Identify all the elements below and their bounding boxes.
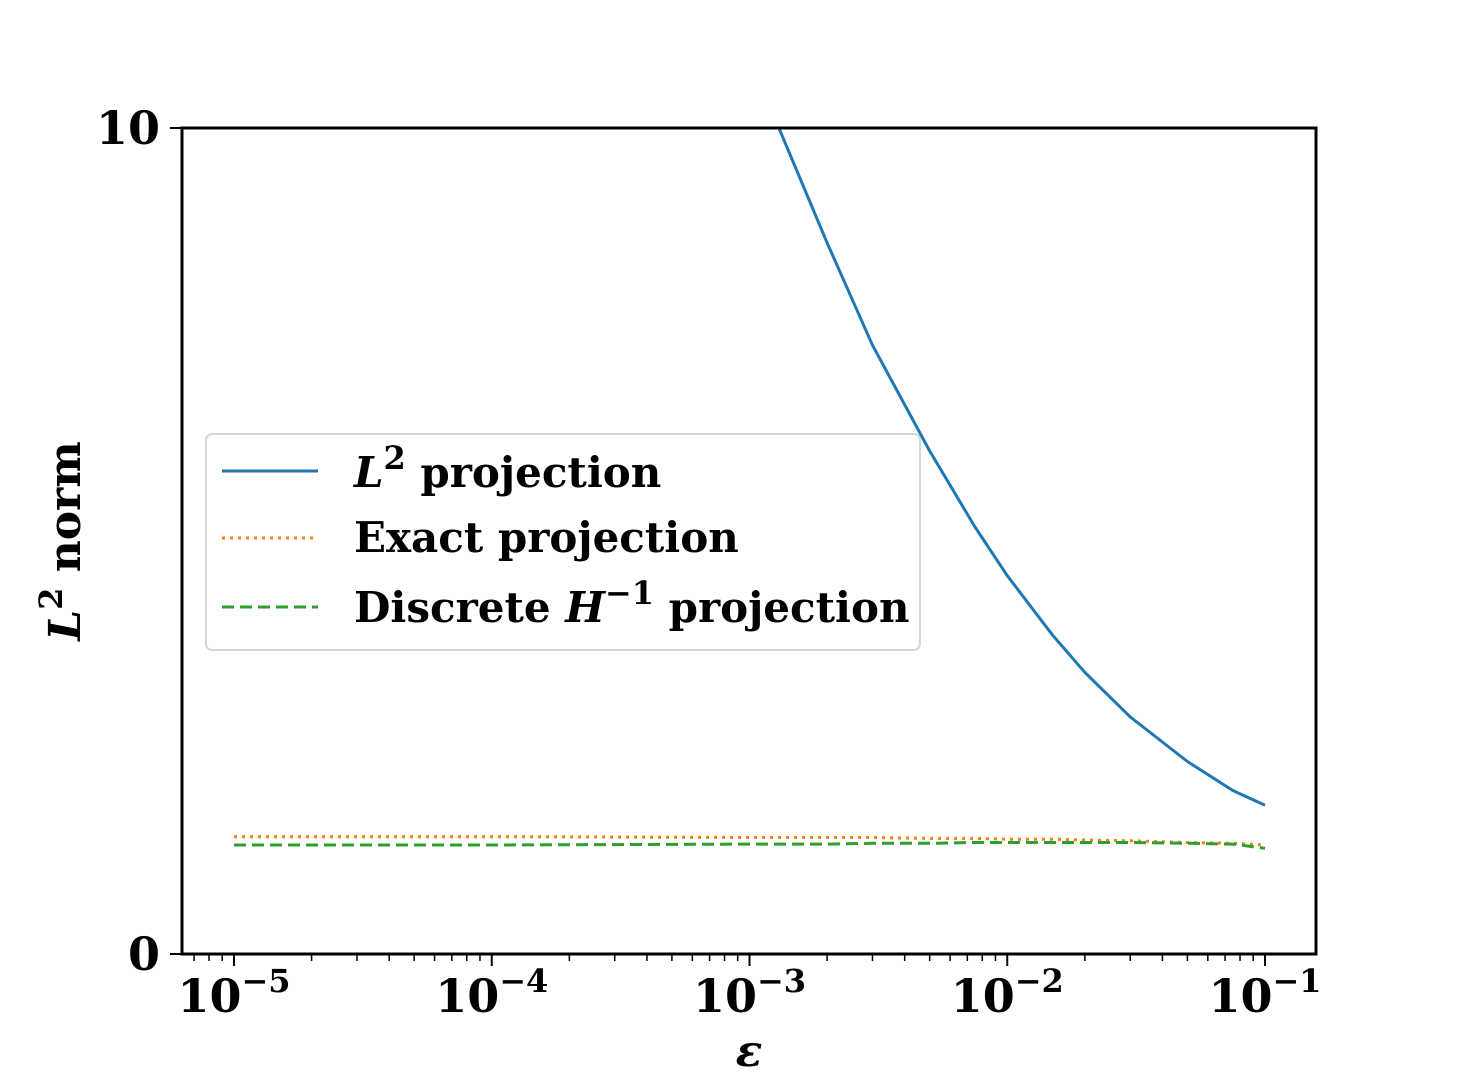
legend-entry-h1: Discrete H−1 projection <box>354 574 910 632</box>
legend-l2-rest: projection <box>406 448 662 497</box>
legend-box <box>205 433 921 651</box>
x-tick-label: 10−2 <box>951 962 1064 1023</box>
x-tick-label-exp: −5 <box>241 962 290 1000</box>
x-tick-label-exp: −3 <box>757 962 806 1000</box>
y-tick-label: 10 <box>96 101 160 155</box>
x-tick-label: 10−3 <box>693 962 806 1023</box>
legend-l2-sup: 2 <box>384 439 406 477</box>
x-tick-label: 10−1 <box>1208 962 1321 1023</box>
x-tick-label-base: 10 <box>951 969 1015 1023</box>
x-tick-label-base: 10 <box>435 969 499 1023</box>
y-tick-label: 0 <box>128 927 160 981</box>
series-layer <box>234 128 1266 850</box>
svg-text:L2 norm: L2 norm <box>32 441 91 643</box>
legend-l2-base: L <box>353 448 384 497</box>
series-line-l2 <box>777 128 1266 807</box>
y-axis-label-rest: norm <box>40 441 91 587</box>
legend: L2 projection Exact projection Discrete … <box>205 433 921 651</box>
x-tick-label-base: 10 <box>177 969 241 1023</box>
y-axis-label: L2 norm <box>32 441 91 643</box>
x-axis: 10−5 10−4 10−3 10−2 10−1 <box>177 954 1322 1023</box>
legend-exact-base: Exact projection <box>354 513 739 562</box>
y-axis-label-sup: 2 <box>32 588 70 610</box>
x-tick-label: 10−4 <box>435 962 548 1023</box>
legend-h1-base: Discrete <box>354 583 565 632</box>
x-tick-label-exp: −1 <box>1272 962 1321 1000</box>
legend-h1-sup: −1 <box>605 574 654 612</box>
x-axis-label: ε <box>736 1026 763 1072</box>
series-line-h1 <box>234 841 1266 850</box>
legend-h1-rest: projection <box>654 583 910 632</box>
x-tick-label-base: 10 <box>693 969 757 1023</box>
x-tick-label-exp: −2 <box>1015 962 1064 1000</box>
x-tick-label: 10−5 <box>177 962 290 1023</box>
x-tick-label-exp: −4 <box>499 962 548 1000</box>
legend-h1-ital: H <box>564 583 606 632</box>
legend-entry-exact: Exact projection <box>354 513 739 562</box>
x-tick-label-base: 10 <box>1208 969 1272 1023</box>
y-axis-label-base: L <box>40 610 91 643</box>
y-axis: 0 10 <box>96 101 182 981</box>
legend-entry-l2: L2 projection <box>353 439 661 497</box>
